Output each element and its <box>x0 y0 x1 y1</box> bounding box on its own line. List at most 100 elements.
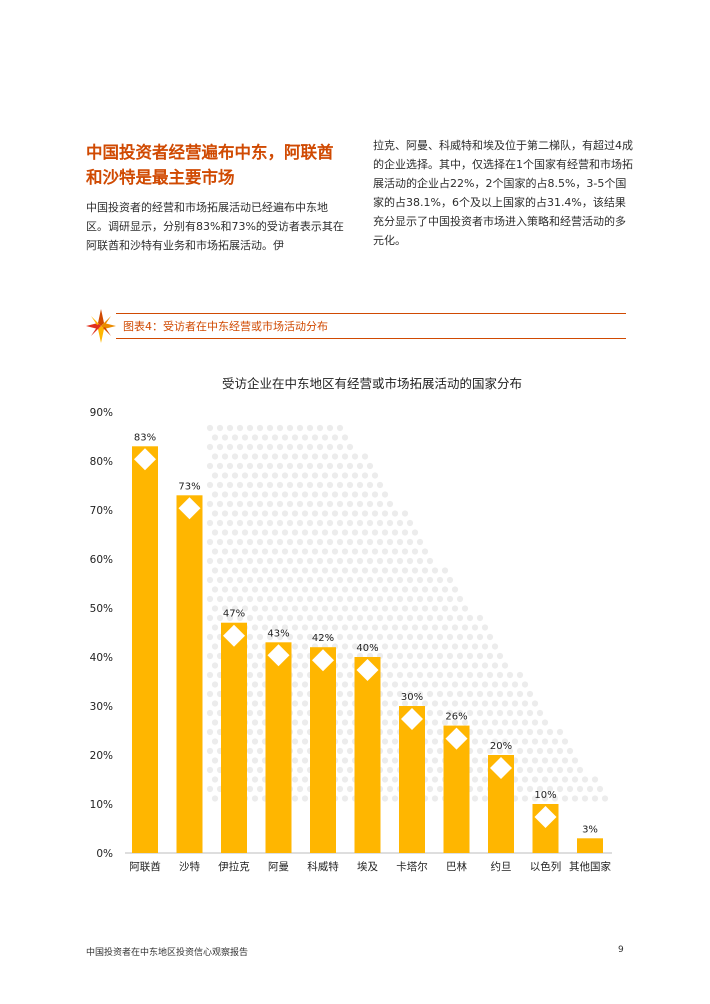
pattern-dot <box>471 719 479 726</box>
pattern-dot <box>321 605 329 612</box>
pattern-dot <box>416 557 424 565</box>
pattern-dot <box>286 576 294 584</box>
pattern-dot <box>231 586 239 593</box>
pattern-dot <box>231 605 239 612</box>
pattern-dot <box>396 652 404 660</box>
pattern-dot <box>286 424 294 432</box>
bar <box>265 642 292 853</box>
pattern-dot <box>346 595 354 603</box>
pattern-dot <box>331 567 339 574</box>
pattern-dot <box>336 519 344 527</box>
pattern-dot <box>286 595 294 603</box>
pattern-dot <box>296 690 304 698</box>
bar <box>221 622 247 853</box>
pattern-dot <box>311 548 319 555</box>
pattern-dot <box>271 510 279 517</box>
pattern-dot <box>221 529 229 536</box>
pattern-dot <box>556 766 564 774</box>
pattern-dot <box>301 738 309 745</box>
pattern-dot <box>486 633 494 641</box>
pattern-dot <box>321 586 329 593</box>
pattern-dot <box>406 671 414 679</box>
pattern-dot <box>356 576 364 584</box>
pattern-dot <box>296 500 304 508</box>
pattern-dot <box>501 719 509 726</box>
pattern-dot <box>491 681 499 688</box>
pattern-dot <box>266 595 274 603</box>
x-tick-label: 约旦 <box>491 860 512 873</box>
pattern-dot <box>296 538 304 546</box>
pattern-dot <box>216 500 224 508</box>
pattern-dot <box>306 614 314 622</box>
pattern-dot <box>206 671 214 679</box>
pattern-dot <box>316 462 324 470</box>
pattern-dot <box>466 614 474 622</box>
pattern-dot <box>461 624 469 631</box>
bar <box>577 838 603 853</box>
pattern-dot <box>351 510 359 517</box>
pattern-dot <box>566 785 574 793</box>
pattern-dot <box>341 681 349 688</box>
pattern-dot <box>361 548 369 555</box>
pattern-dot <box>451 662 459 669</box>
pattern-dot <box>341 567 349 574</box>
pattern-dot <box>381 662 389 669</box>
pattern-dot <box>441 662 449 669</box>
pattern-dot <box>406 652 414 660</box>
pattern-dot <box>501 738 509 745</box>
pattern-dot <box>476 766 484 774</box>
pattern-dot <box>381 529 389 536</box>
pattern-dot <box>476 671 484 679</box>
pattern-dot <box>251 567 259 574</box>
pattern-dot <box>526 766 534 774</box>
pattern-dot <box>356 462 364 470</box>
y-tick-label: 60% <box>90 554 113 566</box>
pattern-dot <box>431 681 439 688</box>
y-tick-label: 20% <box>90 750 113 762</box>
pattern-dot <box>256 519 264 527</box>
pattern-dot <box>456 614 464 622</box>
pattern-dot <box>401 548 409 555</box>
pattern-dot <box>246 728 254 736</box>
pattern-dot <box>426 652 434 660</box>
pattern-dot <box>481 738 489 745</box>
pattern-dot <box>256 614 264 622</box>
pattern-dot <box>346 614 354 622</box>
pattern-dot <box>381 605 389 612</box>
pattern-dot <box>436 709 444 717</box>
pattern-dot <box>231 453 239 460</box>
pattern-dot <box>521 795 529 802</box>
pattern-dot <box>276 481 284 489</box>
pattern-dot <box>251 491 259 498</box>
pattern-dot <box>431 719 439 726</box>
pattern-dot <box>551 757 559 764</box>
pattern-dot <box>316 500 324 508</box>
pattern-dot <box>581 776 589 783</box>
pattern-dot <box>296 595 304 603</box>
pattern-dot <box>286 462 294 470</box>
pattern-dot <box>511 719 519 726</box>
pattern-dot <box>251 605 259 612</box>
pattern-dot <box>231 510 239 517</box>
pattern-dot <box>256 462 264 470</box>
pattern-dot <box>211 491 219 498</box>
pattern-dot <box>206 500 214 508</box>
pattern-dot <box>336 557 344 565</box>
x-axis: 阿联酋 沙特 伊拉克 阿曼 科威特 埃及 卡塔尔 巴林 约旦 以色列 其他国家 <box>129 860 611 873</box>
pattern-dot <box>426 728 434 736</box>
pattern-dot <box>476 709 484 717</box>
pattern-dot <box>331 472 339 479</box>
bar-chart: 受访企业在中东地区有经营或市场拓展活动的国家分布 0% 10% 20% 30% 40% 5… <box>90 376 612 873</box>
pattern-dot <box>251 795 259 802</box>
pattern-dot <box>411 586 419 593</box>
pattern-dot <box>341 472 349 479</box>
pattern-dot <box>421 605 429 612</box>
pattern-dot <box>461 719 469 726</box>
pattern-dot <box>231 529 239 536</box>
pattern-dot <box>491 700 499 707</box>
pattern-dot <box>316 576 324 584</box>
pattern-dot <box>381 719 389 726</box>
pattern-dot <box>461 605 469 612</box>
pattern-dot <box>281 529 289 536</box>
pattern-dot <box>291 472 299 479</box>
